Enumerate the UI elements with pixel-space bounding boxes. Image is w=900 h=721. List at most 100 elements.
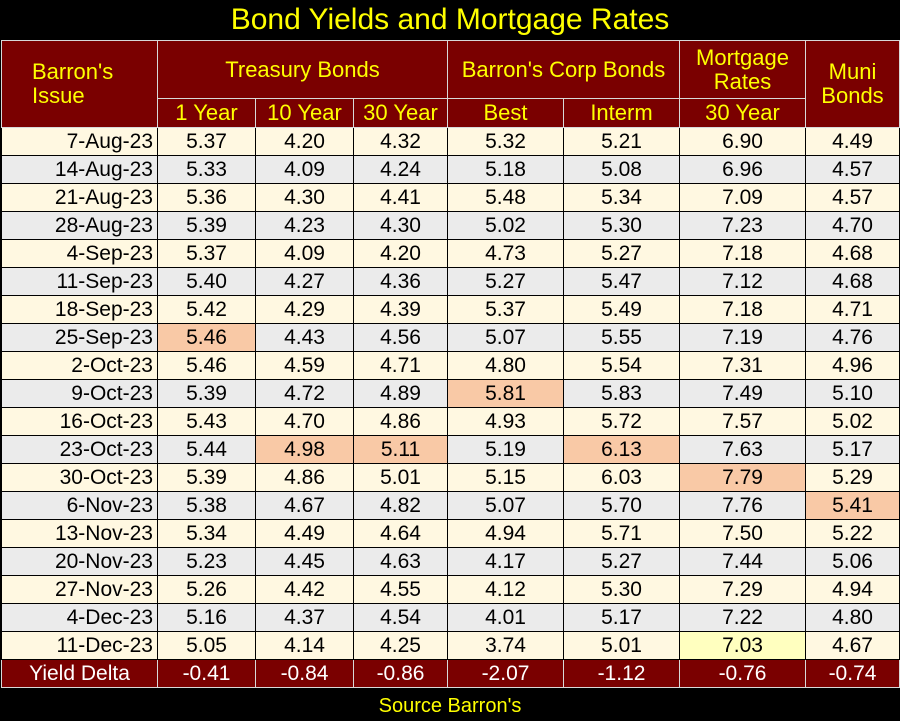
table-row: 16-Oct-23 5.43 4.70 4.86 4.93 5.72 7.57 5.02 [1,407,900,436]
row-date-cell: 30-Oct-23 [1,463,158,492]
row-value-cell: 7.57 [679,407,806,436]
row-value-cell: 4.68 [805,239,900,268]
row-value-cell: 5.72 [563,407,680,436]
row-value-cell: 4.80 [447,351,564,380]
row-value-cell: 4.71 [805,295,900,324]
row-value-cell: 4.14 [255,631,354,660]
page-title: Bond Yields and Mortgage Rates [230,3,670,36]
table-row: 7-Aug-23 5.37 4.20 4.32 5.32 5.21 6.90 4.49 [1,127,900,156]
row-value-cell: 4.59 [255,351,354,380]
row-value-cell: 7.18 [679,239,806,268]
row-value-cell: 4.71 [353,351,448,380]
header-1-year: 1 Year [157,98,256,128]
row-value-cell: 5.38 [157,491,256,520]
row-value-cell: 5.01 [563,631,680,660]
row-value-cell: 7.09 [679,183,806,212]
row-value-cell: 4.43 [255,323,354,352]
row-value-cell: 5.40 [157,267,256,296]
row-value-cell: 5.34 [157,519,256,548]
row-value-cell: 4.67 [255,491,354,520]
source-note: Source Barron's [378,695,522,717]
table-row: 6-Nov-23 5.38 4.67 4.82 5.07 5.70 7.76 5.41 [1,491,900,520]
row-value-cell: 4.49 [805,127,900,156]
row-value-cell: 5.41 [805,491,900,520]
row-value-cell: 5.34 [563,183,680,212]
row-date-cell: 16-Oct-23 [1,407,158,436]
row-value-cell: 4.96 [805,351,900,380]
row-value-cell: 5.43 [157,407,256,436]
row-value-cell: 5.27 [563,547,680,576]
row-value-cell: 4.57 [805,183,900,212]
row-value-cell: 6.13 [563,435,680,464]
table-row: 9-Oct-23 5.39 4.72 4.89 5.81 5.83 7.49 5.10 [1,379,900,408]
row-value-cell: 7.03 [679,631,806,660]
header-mortgage-30-year: 30 Year [679,98,806,128]
row-value-cell: 7.29 [679,575,806,604]
header-30-year: 30 Year [353,98,448,128]
row-value-cell: 5.42 [157,295,256,324]
table-row: 4-Dec-23 5.16 4.37 4.54 4.01 5.17 7.22 4.80 [1,603,900,632]
yield-delta-cell: -0.74 [805,659,900,688]
row-value-cell: 4.86 [353,407,448,436]
row-value-cell: 5.02 [447,211,564,240]
row-date-cell: 4-Sep-23 [1,239,158,268]
row-value-cell: 5.32 [447,127,564,156]
row-value-cell: 4.24 [353,155,448,184]
row-value-cell: 5.39 [157,211,256,240]
table-row: 25-Sep-23 5.46 4.43 4.56 5.07 5.55 7.19 4.76 [1,323,900,352]
row-date-cell: 14-Aug-23 [1,155,158,184]
row-value-cell: 4.54 [353,603,448,632]
row-value-cell: 5.71 [563,519,680,548]
header-corp-bonds: Barron's Corp Bonds [447,40,680,99]
row-value-cell: 4.94 [447,519,564,548]
row-value-cell: 4.76 [805,323,900,352]
row-value-cell: 7.12 [679,267,806,296]
row-value-cell: 4.82 [353,491,448,520]
table-row: 23-Oct-23 5.44 4.98 5.11 5.19 6.13 7.63 5.17 [1,435,900,464]
row-value-cell: 5.10 [805,379,900,408]
row-value-cell: 4.23 [255,211,354,240]
row-value-cell: 7.63 [679,435,806,464]
row-date-cell: 7-Aug-23 [1,127,158,156]
row-value-cell: 5.19 [447,435,564,464]
table-row: 30-Oct-23 5.39 4.86 5.01 5.15 6.03 7.79 5.29 [1,463,900,492]
table-row: 20-Nov-23 5.23 4.45 4.63 4.17 5.27 7.44 5.06 [1,547,900,576]
row-value-cell: 5.37 [157,127,256,156]
row-value-cell: 5.33 [157,155,256,184]
row-value-cell: 6.96 [679,155,806,184]
row-value-cell: 7.44 [679,547,806,576]
yield-delta-cell: -1.12 [563,659,680,688]
row-value-cell: 4.32 [353,127,448,156]
row-value-cell: 4.56 [353,323,448,352]
table-row: 13-Nov-23 5.34 4.49 4.64 4.94 5.71 7.50 5.22 [1,519,900,548]
bond-yields-table: Barron's Issue Treasury Bonds Barron's C… [1,40,900,688]
row-date-cell: 25-Sep-23 [1,323,158,352]
header-10-year: 10 Year [255,98,354,128]
row-date-cell: 20-Nov-23 [1,547,158,576]
row-value-cell: 4.30 [353,211,448,240]
row-value-cell: 7.49 [679,379,806,408]
header-best: Best [447,98,564,128]
yield-delta-cell: -2.07 [447,659,564,688]
row-value-cell: 5.01 [353,463,448,492]
row-value-cell: 5.23 [157,547,256,576]
row-value-cell: 4.45 [255,547,354,576]
table-row: 28-Aug-23 5.39 4.23 4.30 5.02 5.30 7.23 4.70 [1,211,900,240]
row-value-cell: 4.70 [805,211,900,240]
row-value-cell: 5.06 [805,547,900,576]
row-value-cell: 5.36 [157,183,256,212]
row-value-cell: 4.01 [447,603,564,632]
row-value-cell: 4.67 [805,631,900,660]
row-value-cell: 7.22 [679,603,806,632]
row-value-cell: 5.27 [563,239,680,268]
row-value-cell: 5.39 [157,463,256,492]
row-date-cell: 27-Nov-23 [1,575,158,604]
yield-delta-row: Yield Delta -0.41 -0.84 -0.86 -2.07 -1.12 -0.7… [1,659,900,688]
header-interm: Interm [563,98,680,128]
row-value-cell: 5.30 [563,575,680,604]
row-value-cell: 7.18 [679,295,806,324]
row-value-cell: 5.22 [805,519,900,548]
row-value-cell: 7.76 [679,491,806,520]
row-value-cell: 5.49 [563,295,680,324]
row-value-cell: 7.19 [679,323,806,352]
